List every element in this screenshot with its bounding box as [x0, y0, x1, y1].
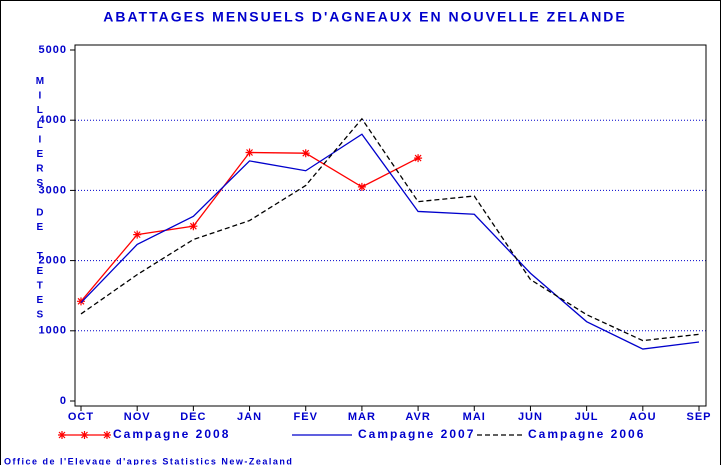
data-marker	[77, 297, 85, 306]
x-tick-label: JUN	[518, 411, 543, 423]
legend-label: Campagne 2006	[528, 427, 645, 441]
legend-marker	[103, 431, 111, 439]
legend-marker	[80, 431, 89, 439]
plot-frame	[74, 44, 707, 407]
data-marker	[189, 222, 198, 231]
x-tick-label: JAN	[237, 411, 262, 423]
x-tick-label: OCT	[68, 411, 94, 423]
series-line	[80, 133, 700, 350]
x-tick-label: MAR	[348, 411, 376, 423]
data-marker	[357, 182, 366, 191]
x-tick-label: JUL	[575, 411, 599, 423]
x-tick-label: AVR	[405, 411, 430, 423]
data-marker	[133, 230, 142, 239]
series-line	[80, 151, 419, 302]
y-tick-label: 3000	[39, 184, 67, 196]
data-marker	[414, 154, 423, 163]
x-tick-label: DEC	[180, 411, 206, 423]
legend-label: Campagne 2008	[113, 427, 230, 441]
x-tick-label: FEV	[294, 411, 318, 423]
y-tick-label: 0	[60, 395, 67, 407]
y-tick-label: 1000	[39, 325, 67, 337]
data-marker	[245, 148, 254, 157]
series-line	[80, 117, 700, 342]
x-tick-label: AOU	[629, 411, 656, 423]
chart-title: ABATTAGES MENSUELS D'AGNEAUX EN NOUVELLE…	[103, 9, 627, 25]
y-tick-label: 5000	[39, 44, 67, 56]
x-tick-label: SEP	[686, 411, 711, 423]
x-tick-label: NOV	[124, 411, 151, 423]
y-tick-label: 4000	[39, 114, 67, 126]
data-marker	[301, 149, 310, 158]
y-tick-label: 2000	[39, 255, 67, 267]
legend-marker	[58, 431, 66, 439]
source-note: Office de l'Elevage d'apres Statistics N…	[4, 456, 293, 465]
y-axis-label: MILLIERS DE TETES	[34, 76, 45, 324]
legend-label: Campagne 2007	[358, 427, 475, 441]
x-tick-label: MAI	[463, 411, 486, 423]
